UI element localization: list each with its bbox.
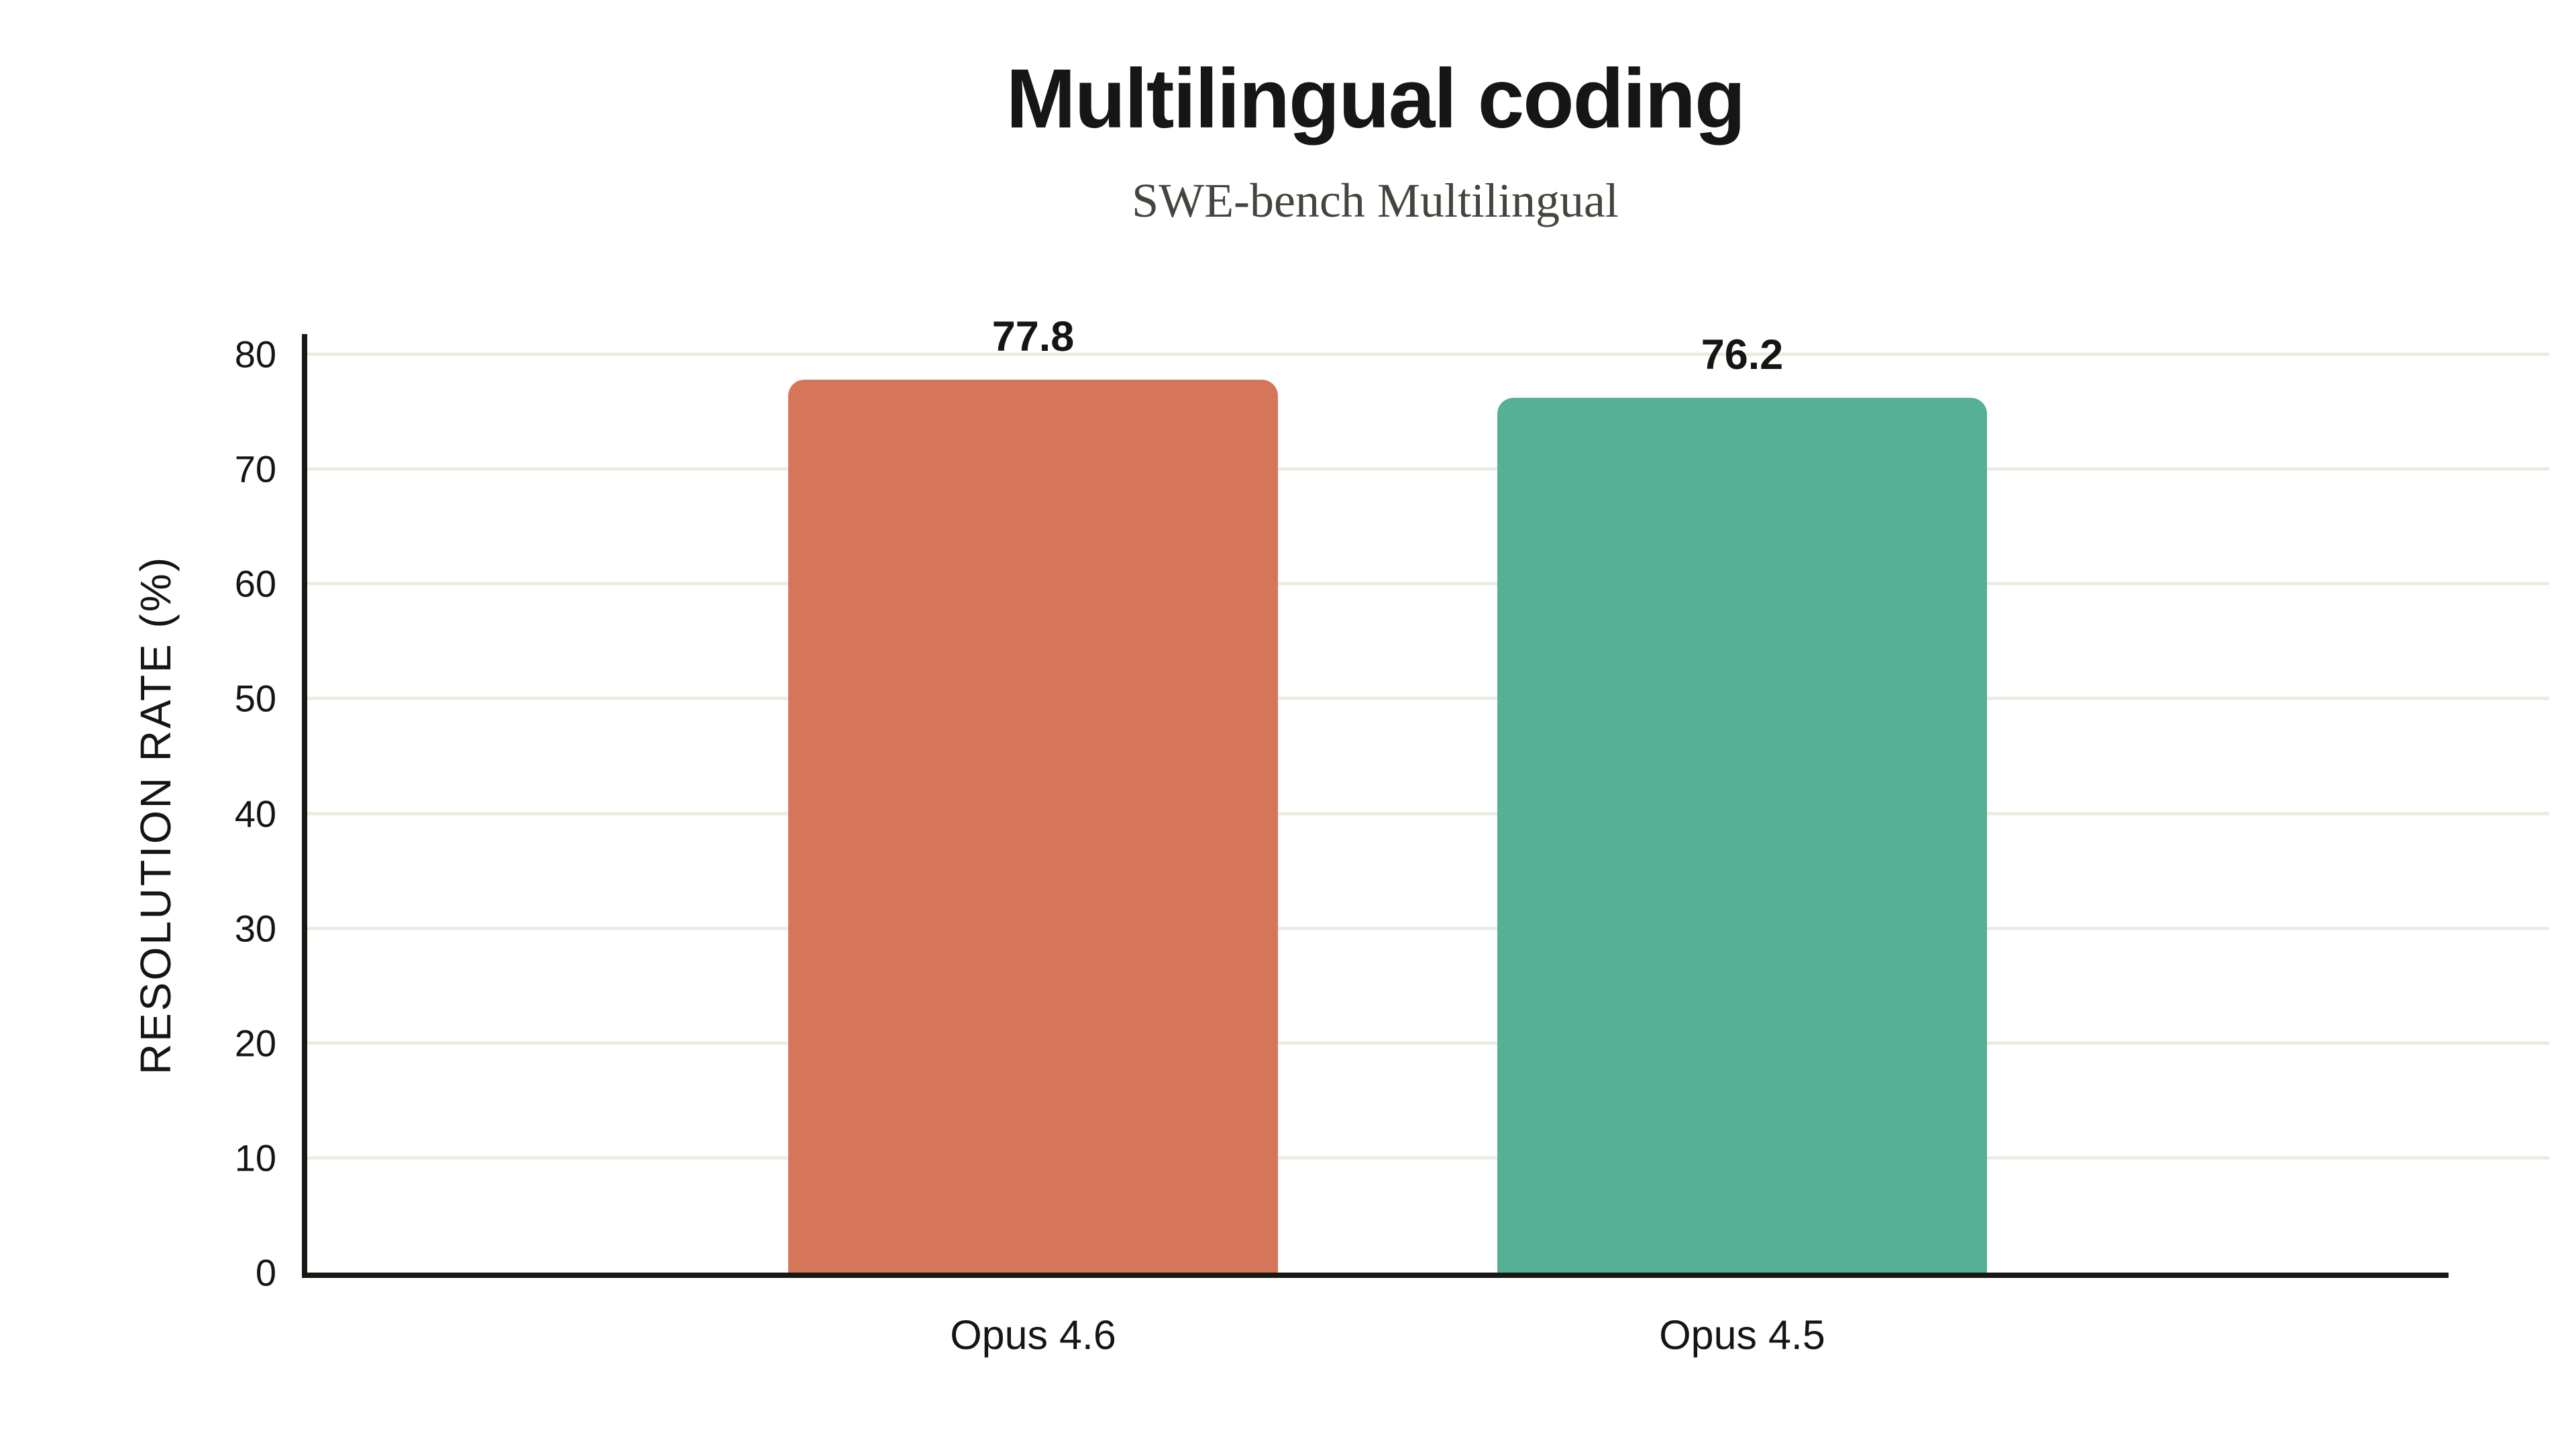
x-category-label-opus-4-6: Opus 4.6 [950,1312,1116,1358]
y-tick-label-80: 80 [234,333,276,376]
y-tick-label-60: 60 [234,562,276,605]
y-tick-label-70: 70 [234,447,276,490]
chart-subtitle: SWE-bench Multilingual [1132,174,1619,227]
bar-value-label-opus-4-6: 77.8 [991,313,1075,360]
chart-title: Multilingual coding [1006,52,1746,146]
y-tick-label-50: 50 [234,677,276,720]
y-tick-label-40: 40 [234,792,276,835]
gridline-80 [307,352,2549,356]
x-axis-line [302,1273,2449,1278]
gridline-30 [307,926,2549,930]
bar-opus-4-5 [1497,398,1987,1273]
bar-opus-4-6 [788,379,1278,1273]
x-category-label-opus-4-5: Opus 4.5 [1659,1312,1825,1358]
y-tick-label-30: 30 [234,907,276,950]
gridline-10 [307,1156,2549,1160]
bar-value-label-opus-4-5: 76.2 [1701,331,1784,379]
gridline-20 [307,1041,2549,1045]
gridline-60 [307,582,2549,586]
gridline-50 [307,696,2549,700]
y-tick-label-0: 0 [255,1251,276,1294]
gridline-40 [307,812,2549,815]
y-axis-title: RESOLUTION RATE (%) [131,555,180,1075]
gridline-70 [307,467,2549,471]
y-tick-label-20: 20 [234,1022,276,1065]
y-axis-line [302,334,307,1278]
y-tick-label-10: 10 [234,1136,276,1179]
